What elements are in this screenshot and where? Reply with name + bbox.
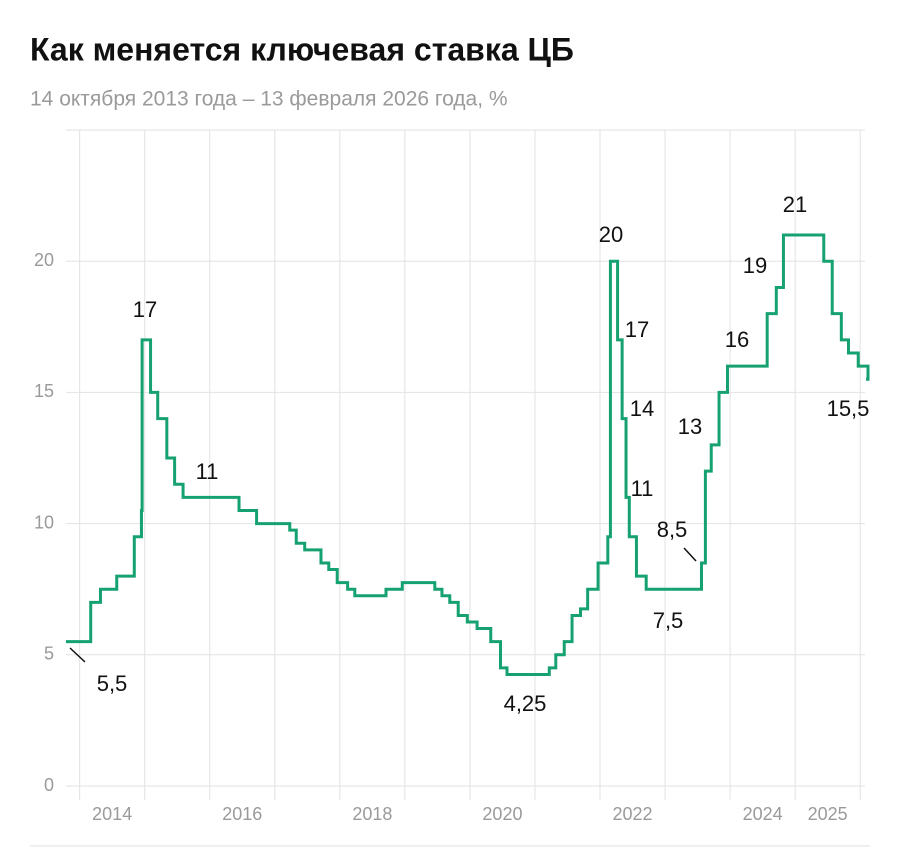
data-label: 13 [678,414,702,439]
x-tick-label: 2016 [222,804,262,824]
data-label: 15,5 [827,396,870,421]
data-label: 16 [725,327,749,352]
x-tick-label: 2024 [743,804,783,824]
leader-line [683,547,697,562]
x-tick-label: 2020 [482,804,522,824]
data-label: 14 [630,396,654,421]
x-tick-label: 2022 [613,804,653,824]
data-label: 11 [196,459,219,484]
y-tick-label: 15 [34,381,54,401]
x-tick-label: 2018 [352,804,392,824]
data-label: 19 [743,253,767,278]
data-label: 17 [625,317,649,342]
data-label: 11 [631,476,654,501]
x-tick-label: 2014 [92,804,132,824]
data-label: 7,5 [653,608,684,633]
data-label: 21 [783,192,807,217]
y-tick-label: 5 [44,644,54,664]
y-tick-label: 20 [34,250,54,270]
y-tick-label: 10 [34,512,54,532]
data-label: 20 [599,222,623,247]
data-label: 5,5 [97,671,128,696]
data-label: 17 [133,297,157,322]
leader-line [69,647,86,663]
y-tick-label: 0 [44,775,54,795]
chart-subtitle: 14 октября 2013 года – 13 февраля 2026 г… [30,88,508,111]
chart-title: Как меняется ключевая ставка ЦБ [30,31,574,67]
data-label: 8,5 [657,517,688,542]
data-label: 4,25 [504,691,547,716]
rate-line [66,233,870,676]
x-tick-label: 2025 [808,804,848,824]
